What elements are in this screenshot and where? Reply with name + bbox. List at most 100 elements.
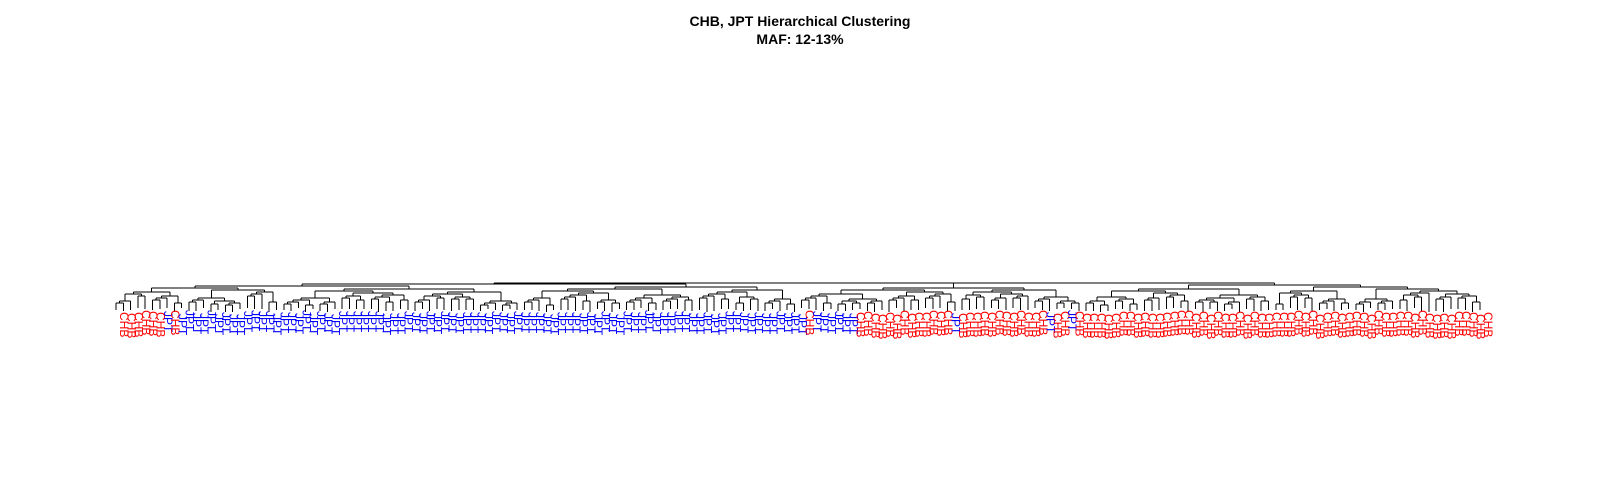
leaf-label-chb: CHB	[912, 312, 926, 337]
leaf-label-jpt: JPT	[722, 311, 736, 333]
leaf-label-chb: CHB	[803, 310, 817, 335]
leaf-label-chb: CHB	[1277, 312, 1291, 337]
leaf-label-chb: CHB	[1445, 314, 1459, 339]
leaf-label-jpt: JPT	[423, 311, 437, 333]
leaf-label-jpt: JPT	[518, 312, 532, 334]
leaf-label-chb: CHB	[1481, 312, 1495, 337]
leaf-label-jpt: JPT	[205, 310, 219, 332]
leaf-label-chb: CHB	[1423, 313, 1437, 338]
leaf-label-chb: CHB	[1102, 314, 1116, 339]
leaf-label-chb: CHB	[1000, 311, 1014, 336]
leaf-label-chb: CHB	[876, 314, 890, 339]
leaf-label-jpt: JPT	[540, 313, 554, 335]
leaf-label-jpt: JPT	[715, 313, 729, 335]
leaf-label-chb: CHB	[861, 311, 875, 336]
leaf-label-jpt: JPT	[693, 313, 707, 335]
leaf-label-chb: CHB	[1138, 312, 1152, 337]
leaf-label-chb: CHB	[1321, 312, 1335, 337]
leaf-label-jpt: JPT	[438, 311, 452, 333]
leaf-label-chb: CHB	[868, 313, 882, 338]
leaf-label-chb: CHB	[1401, 311, 1415, 336]
leaf-label-chb: CHB	[1145, 313, 1159, 338]
leaf-label-jpt: JPT	[635, 312, 649, 334]
leaf-label-jpt: JPT	[810, 311, 824, 333]
leaf-label-jpt: JPT	[197, 313, 211, 335]
leaf-label-jpt: JPT	[496, 312, 510, 334]
leaf-label-jpt: JPT	[270, 314, 284, 336]
leaf-label-jpt: JPT	[234, 314, 248, 336]
leaf-label-jpt: JPT	[1065, 310, 1079, 332]
leaf-label-jpt: JPT	[825, 313, 839, 335]
leaf-label-chb: CHB	[934, 311, 948, 336]
leaf-label-chb: CHB	[146, 311, 160, 336]
leaf-label-chb: CHB	[919, 312, 933, 337]
leaf-label-jpt: JPT	[759, 313, 773, 335]
leaf-label-chb: CHB	[1167, 311, 1181, 336]
leaf-label-jpt: JPT	[533, 312, 547, 334]
leaf-label-jpt: JPT	[744, 313, 758, 335]
leaf-label-jpt: JPT	[766, 313, 780, 335]
leaf-label-jpt: JPT	[839, 313, 853, 335]
leaf-label-jpt: JPT	[547, 314, 561, 336]
leaf-label-jpt: JPT	[657, 312, 671, 334]
leaf-label-chb: CHB	[905, 313, 919, 338]
leaf-label-jpt: JPT	[642, 310, 656, 332]
leaf-label-jpt: JPT	[613, 314, 627, 336]
leaf-label-jpt: JPT	[489, 311, 503, 333]
leaf-label-jpt: JPT	[336, 311, 350, 333]
leaf-label-jpt: JPT	[445, 312, 459, 334]
leaf-label-jpt: JPT	[161, 311, 175, 333]
leaf-label-chb: CHB	[1073, 311, 1087, 336]
leaf-label-chb: CHB	[1197, 311, 1211, 336]
leaf-label-chb: CHB	[1182, 310, 1196, 335]
leaf-label-chb: CHB	[1284, 312, 1298, 337]
leaf-label-chb: CHB	[1080, 313, 1094, 338]
leaf-label-chb: CHB	[897, 310, 911, 335]
leaf-label-jpt: JPT	[285, 312, 299, 334]
leaf-label-jpt: JPT	[1043, 312, 1057, 334]
leaf-label-jpt: JPT	[307, 314, 321, 336]
leaf-label-jpt: JPT	[598, 311, 612, 333]
leaf-label-jpt: JPT	[409, 312, 423, 334]
leaf-label-jpt: JPT	[175, 314, 189, 336]
leaf-label-chb: CHB	[1058, 311, 1072, 336]
leaf-label-chb: CHB	[992, 310, 1006, 335]
leaf-label-jpt: JPT	[737, 312, 751, 334]
leaf-label-jpt: JPT	[350, 311, 364, 333]
leaf-label-jpt: JPT	[788, 312, 802, 334]
leaf-label-chb: CHB	[1262, 313, 1276, 338]
leaf-label-jpt: JPT	[569, 312, 583, 334]
leaf-label-chb: CHB	[883, 312, 897, 337]
leaf-label-chb: CHB	[1189, 313, 1203, 338]
leaf-label-chb: CHB	[1087, 313, 1101, 338]
leaf-label-chb: CHB	[1226, 313, 1240, 338]
leaf-label-jpt: JPT	[241, 311, 255, 333]
leaf-label-chb: CHB	[1357, 312, 1371, 337]
leaf-label-chb: CHB	[1291, 310, 1305, 335]
leaf-label-jpt: JPT	[832, 311, 846, 333]
leaf-label-chb: CHB	[1408, 313, 1422, 338]
leaf-label-jpt: JPT	[453, 313, 467, 335]
leaf-label-jpt: JPT	[226, 314, 240, 336]
leaf-label-chb: CHB	[1342, 312, 1356, 337]
leaf-label-chb: CHB	[153, 312, 167, 337]
leaf-label-jpt: JPT	[467, 312, 481, 334]
leaf-label-jpt: JPT	[256, 311, 270, 333]
leaf-label-chb: CHB	[1306, 310, 1320, 335]
chart-subtitle: MAF: 12-13%	[756, 31, 844, 47]
leaf-label-chb: CHB	[1218, 313, 1232, 338]
leaf-label-jpt: JPT	[628, 312, 642, 334]
leaf-label-jpt: JPT	[212, 314, 226, 336]
leaf-label-jpt: JPT	[781, 313, 795, 335]
leaf-label-jpt: JPT	[474, 312, 488, 334]
leaf-label-chb: CHB	[1415, 310, 1429, 335]
leaf-label-chb: CHB	[1124, 311, 1138, 336]
leaf-label-jpt: JPT	[321, 313, 335, 335]
leaf-label-chb: CHB	[1029, 312, 1043, 337]
leaf-label-jpt: JPT	[416, 313, 430, 335]
leaf-label-chb: CHB	[1211, 311, 1225, 336]
leaf-label-jpt: JPT	[701, 312, 715, 334]
leaf-label-chb: CHB	[1364, 314, 1378, 339]
leaf-label-jpt: JPT	[591, 314, 605, 336]
